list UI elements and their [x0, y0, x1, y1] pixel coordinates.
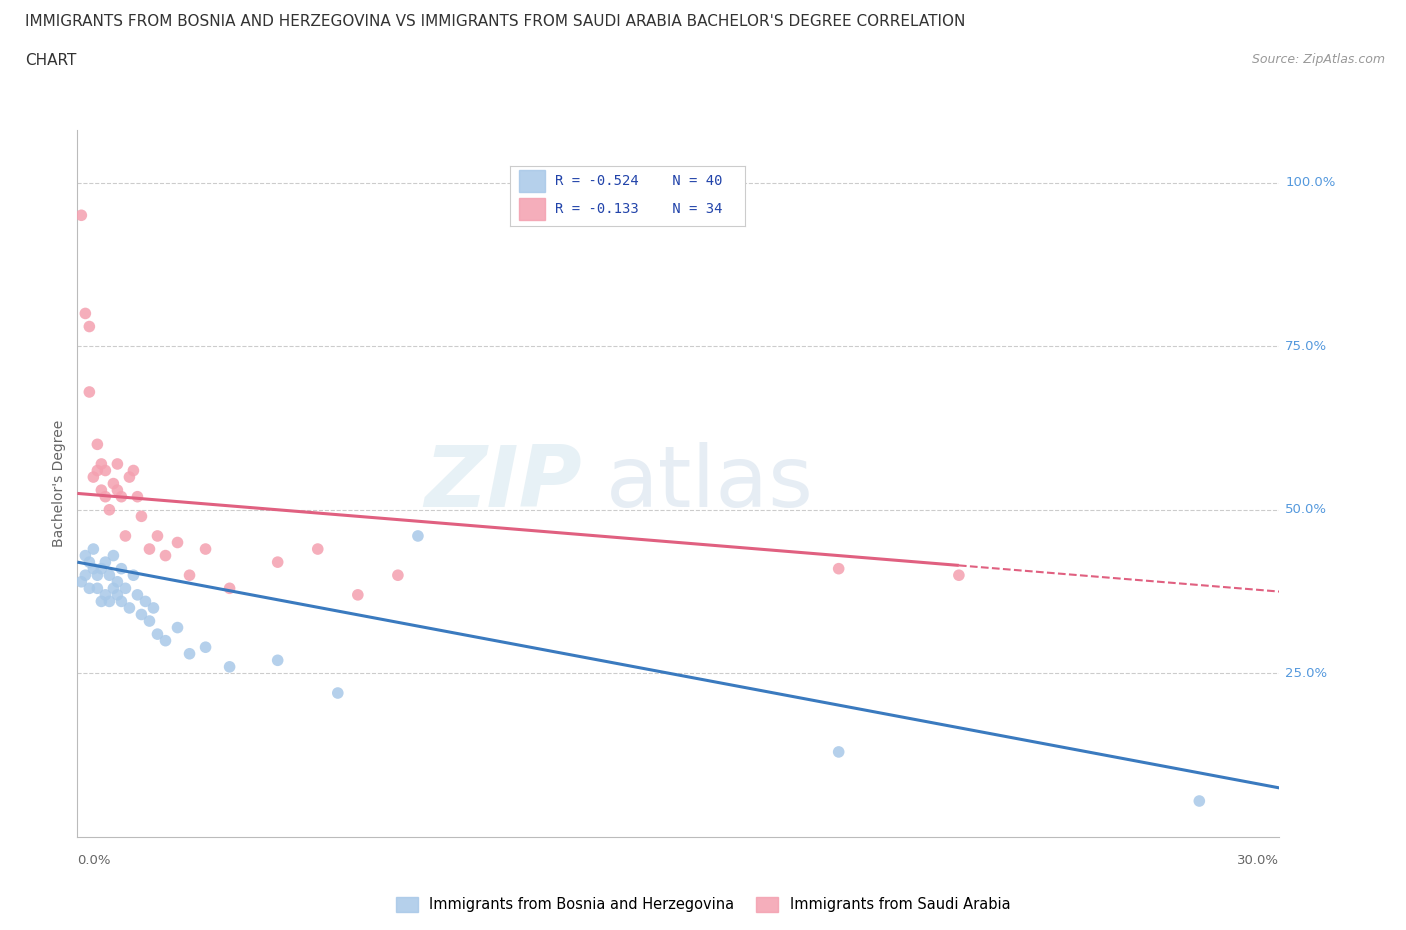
Point: [142, 601, 165, 616]
Point: [134, 594, 156, 609]
Point: [70, 207, 93, 222]
Point: [406, 528, 429, 543]
Point: [155, 548, 177, 563]
Point: [75, 306, 97, 321]
Point: [79, 581, 101, 596]
Text: 0.0%: 0.0%: [77, 854, 111, 867]
Point: [326, 685, 349, 700]
Bar: [519, 198, 546, 219]
Point: [828, 561, 851, 576]
Point: [387, 568, 409, 583]
Text: CHART: CHART: [25, 53, 77, 68]
Point: [1188, 793, 1211, 808]
Point: [82, 541, 104, 556]
Point: [118, 601, 141, 616]
Point: [79, 319, 101, 334]
Text: 30.0%: 30.0%: [1237, 854, 1279, 867]
Point: [166, 620, 188, 635]
Text: atlas: atlas: [606, 442, 814, 525]
Text: ZIP: ZIP: [425, 442, 582, 525]
Text: R = -0.133    N = 34: R = -0.133 N = 34: [554, 202, 723, 216]
Text: 75.0%: 75.0%: [1285, 339, 1327, 352]
Point: [107, 575, 129, 590]
Point: [828, 745, 851, 760]
Point: [127, 489, 149, 504]
Point: [347, 588, 370, 603]
Point: [179, 646, 201, 661]
Point: [107, 483, 129, 498]
Point: [131, 509, 153, 524]
Point: [98, 568, 121, 583]
Text: 100.0%: 100.0%: [1285, 176, 1336, 189]
Point: [122, 463, 145, 478]
Point: [75, 548, 97, 563]
Point: [267, 653, 290, 668]
Point: [146, 528, 169, 543]
Point: [307, 541, 329, 556]
Point: [90, 594, 112, 609]
Text: Source: ZipAtlas.com: Source: ZipAtlas.com: [1251, 53, 1385, 66]
Point: [218, 659, 240, 674]
Y-axis label: Bachelor's Degree: Bachelor's Degree: [52, 420, 66, 547]
Point: [86, 581, 108, 596]
Point: [110, 489, 132, 504]
Point: [118, 470, 141, 485]
Point: [218, 581, 240, 596]
Point: [98, 594, 121, 609]
Point: [103, 581, 125, 596]
Text: 50.0%: 50.0%: [1285, 503, 1327, 516]
Point: [79, 384, 101, 399]
Point: [948, 568, 970, 583]
Point: [90, 483, 112, 498]
Point: [86, 437, 108, 452]
Point: [107, 588, 129, 603]
Point: [82, 561, 104, 576]
Legend: Immigrants from Bosnia and Herzegovina, Immigrants from Saudi Arabia: Immigrants from Bosnia and Herzegovina, …: [389, 891, 1017, 918]
Point: [94, 463, 117, 478]
Point: [90, 457, 112, 472]
Point: [94, 554, 117, 569]
Text: IMMIGRANTS FROM BOSNIA AND HERZEGOVINA VS IMMIGRANTS FROM SAUDI ARABIA BACHELOR': IMMIGRANTS FROM BOSNIA AND HERZEGOVINA V…: [25, 14, 966, 29]
Point: [267, 554, 290, 569]
Point: [179, 568, 201, 583]
Point: [107, 457, 129, 472]
Point: [103, 476, 125, 491]
Point: [166, 535, 188, 550]
Point: [98, 502, 121, 517]
Point: [194, 640, 217, 655]
Point: [82, 470, 104, 485]
Point: [138, 541, 160, 556]
Point: [114, 528, 136, 543]
Point: [110, 561, 132, 576]
Point: [75, 568, 97, 583]
Point: [86, 463, 108, 478]
Point: [110, 594, 132, 609]
Point: [146, 627, 169, 642]
Point: [70, 575, 93, 590]
Bar: [519, 170, 546, 192]
Point: [94, 588, 117, 603]
Point: [90, 561, 112, 576]
Point: [86, 568, 108, 583]
Point: [155, 633, 177, 648]
Point: [131, 607, 153, 622]
Point: [138, 614, 160, 629]
Text: 25.0%: 25.0%: [1285, 667, 1327, 680]
Point: [194, 541, 217, 556]
Point: [103, 548, 125, 563]
Point: [94, 489, 117, 504]
Point: [79, 554, 101, 569]
Point: [122, 568, 145, 583]
Point: [127, 588, 149, 603]
Point: [114, 581, 136, 596]
Text: R = -0.524    N = 40: R = -0.524 N = 40: [554, 174, 723, 188]
